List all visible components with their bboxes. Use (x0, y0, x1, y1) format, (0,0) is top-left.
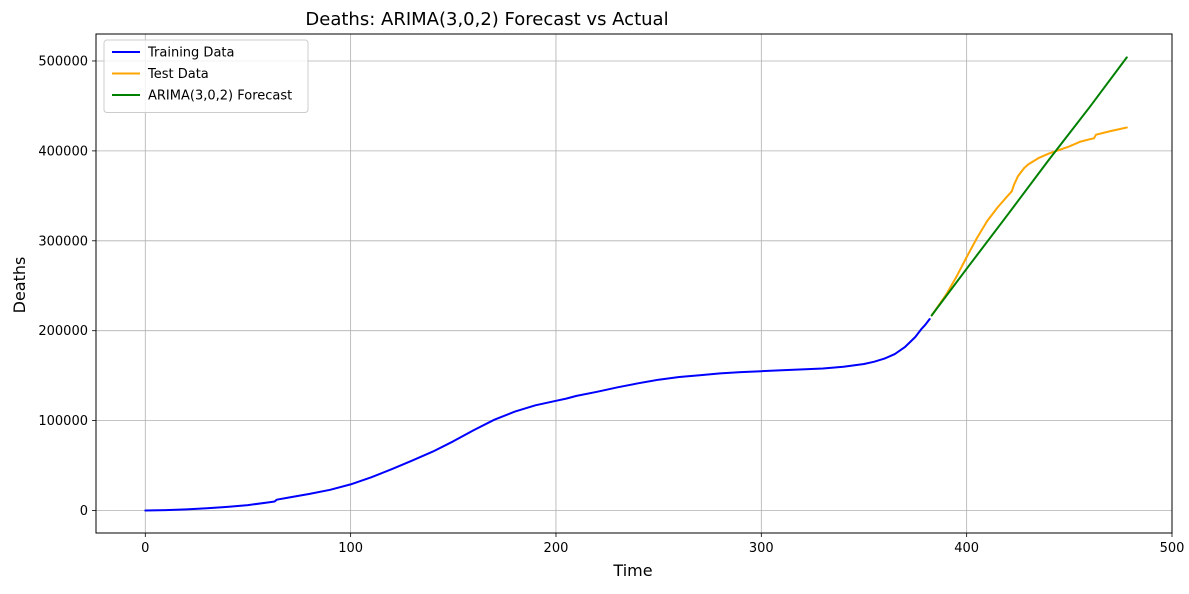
series-line-arima-3-0-2-forecast (930, 56, 1128, 317)
x-tick-label: 300 (749, 541, 774, 556)
y-tick-label: 300000 (38, 234, 88, 249)
y-tick-label: 500000 (38, 54, 88, 69)
x-tick-label: 100 (338, 541, 363, 556)
series-line-test-data (930, 126, 1128, 317)
y-tick-label: 400000 (38, 144, 88, 159)
y-tick-label: 200000 (38, 324, 88, 339)
legend-label: Test Data (147, 67, 209, 82)
series-layer (144, 56, 1128, 512)
x-tick-label: 0 (141, 541, 149, 556)
legend-box (103, 39, 309, 113)
y-tick-label: 100000 (38, 414, 88, 429)
x-tick-label: 500 (1160, 541, 1185, 556)
legend-label: Training Data (147, 46, 234, 61)
plot-frame (95, 33, 1173, 534)
x-tick-label: 200 (544, 541, 569, 556)
y-tick-label: 0 (80, 504, 88, 519)
legend-label: ARIMA(3,0,2) Forecast (148, 89, 292, 104)
tick-layer: 0 100 200 300 400 500 0 100000 200000 300000 40000… (38, 54, 1184, 556)
chart-title: Deaths: ARIMA(3,0,2) Forecast vs Actual (305, 9, 668, 30)
y-axis-label: Deaths (10, 257, 29, 314)
series-line-training-data (144, 318, 931, 512)
grid-layer (96, 34, 1173, 533)
x-axis-label: Time (612, 561, 652, 580)
legend: Training Data Test Data ARIMA(3,0,2) Forec… (103, 39, 309, 113)
x-tick-label: 400 (954, 541, 979, 556)
